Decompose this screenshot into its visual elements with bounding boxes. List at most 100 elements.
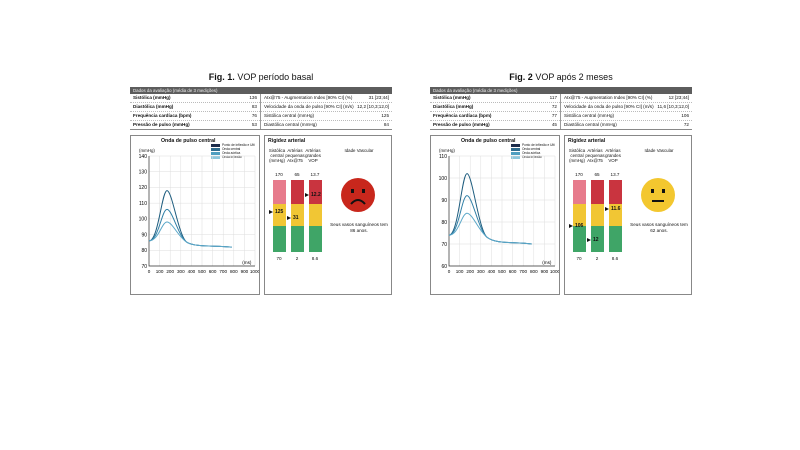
y-tick-label: 120 bbox=[139, 185, 148, 191]
neutral-face-icon bbox=[641, 178, 675, 212]
x-tick-label: 200 bbox=[466, 269, 474, 274]
stiffness-bar bbox=[273, 180, 286, 252]
table-row: Diastólica (mmHg) 72 bbox=[430, 103, 560, 112]
wave-title: Onda de pulso central bbox=[161, 138, 216, 144]
x-tick-label: 1000 bbox=[550, 269, 559, 274]
column-heading: Artérias pequenas AIx@75 bbox=[285, 148, 305, 164]
x-tick-label: 0 bbox=[148, 269, 151, 274]
bar-bottom-value: 70 bbox=[576, 256, 582, 261]
table-row: Sistólica (mmHg) 136 bbox=[130, 94, 260, 103]
stiffness-bar bbox=[591, 180, 604, 252]
x-unit: (ms) bbox=[542, 260, 552, 265]
bar-marker-value: 106 bbox=[575, 222, 584, 229]
legend-item: Onda inflexão bbox=[211, 155, 255, 159]
stiffness-bar bbox=[291, 180, 304, 252]
x-tick-label: 0 bbox=[448, 269, 451, 274]
x-tick-label: 900 bbox=[241, 269, 249, 274]
table-row: Diastólica central (mmHg) 72 bbox=[564, 122, 689, 127]
bar-bottom-value: 8.6 bbox=[311, 256, 319, 261]
table-row: Velocidade da onda de pulso [90% CI] (m/… bbox=[261, 103, 392, 112]
bar-top-value: 170 bbox=[575, 172, 583, 177]
x-tick-label: 800 bbox=[530, 269, 538, 274]
bar-bottom-value: 2 bbox=[295, 256, 299, 261]
figure-2: Fig. 2 VOP após 2 meses Dados da avaliaçã… bbox=[430, 70, 692, 295]
x-tick-label: 900 bbox=[541, 269, 549, 274]
bar-marker-arrow bbox=[605, 207, 609, 212]
legend-item: Onda central bbox=[511, 147, 555, 151]
table-row: Pressão de pulso (mmHg) 45 bbox=[433, 122, 557, 127]
x-unit: (ms) bbox=[242, 260, 252, 265]
bar-bottom-value: 70 bbox=[276, 256, 282, 261]
vascular-age-heading: Idade Vascular bbox=[344, 148, 374, 153]
x-tick-label: 500 bbox=[498, 269, 506, 274]
legend-item: Onda inflexão bbox=[511, 155, 555, 159]
values-table: Sistólica (mmHg) 117 Diastólica (mmHg) 72 Fr… bbox=[430, 94, 692, 130]
column-heading: Artérias grandes VOP bbox=[305, 148, 321, 164]
legend-item: Onda central bbox=[211, 147, 255, 151]
figure-1: Fig. 1. VOP período basal Dados da avalia… bbox=[130, 70, 392, 295]
table-row: Diastólica central (mmHg) 84 bbox=[264, 122, 389, 127]
x-tick-label: 700 bbox=[519, 269, 527, 274]
x-tick-label: 300 bbox=[177, 269, 185, 274]
x-tick-label: 300 bbox=[477, 269, 485, 274]
column-heading: Sistólica central (mmHg) bbox=[268, 148, 286, 164]
table-row: AIx@75 - Augmentation Index [90% CI] (%)… bbox=[561, 94, 692, 103]
table-row: Sistólica (mmHg) 117 bbox=[430, 94, 560, 103]
sad-face-icon bbox=[341, 178, 375, 212]
column-heading: Sistólica central (mmHg) bbox=[568, 148, 586, 164]
table-row: Velocidade da onda de pulso [90% CI] (m/… bbox=[561, 103, 692, 112]
y-tick-label: 80 bbox=[141, 248, 147, 254]
table-row: Sistólica central (mmHg) 125 bbox=[261, 112, 392, 121]
x-tick-label: 1000 bbox=[250, 269, 259, 274]
x-tick-label: 600 bbox=[509, 269, 517, 274]
figure-caption: Fig. 1. VOP período basal bbox=[208, 72, 314, 82]
x-tick-label: 400 bbox=[188, 269, 196, 274]
y-tick-label: 110 bbox=[439, 154, 447, 160]
bar-top-value: 170 bbox=[275, 172, 283, 177]
bar-marker-value: 12.2 bbox=[311, 191, 321, 198]
wave-unit: (mmHg) bbox=[439, 148, 455, 153]
y-tick-label: 70 bbox=[141, 264, 147, 270]
y-tick-label: 80 bbox=[441, 220, 447, 226]
arterial-stiffness-panel: Rigidez arterial Sistólica central (mmHg)… bbox=[564, 135, 692, 295]
column-heading: Artérias grandes VOP bbox=[605, 148, 621, 164]
arterial-stiffness-panel: Rigidez arterial Sistólica central (mmHg)… bbox=[264, 135, 392, 295]
x-tick-label: 600 bbox=[209, 269, 217, 274]
legend-item: Ponto de inflexão e Ulti bbox=[511, 143, 555, 147]
values-table: Sistólica (mmHg) 136 Diastólica (mmHg) 83 Fr… bbox=[130, 94, 392, 130]
y-tick-label: 100 bbox=[439, 176, 448, 182]
bar-marker-value: 125 bbox=[275, 208, 284, 215]
stiffness-title: Rigidez arterial bbox=[268, 138, 306, 144]
y-tick-label: 90 bbox=[441, 198, 447, 204]
stiffness-title: Rigidez arterial bbox=[568, 138, 606, 144]
wave-legend: Ponto de inflexão e Ulti Onda central Onda… bbox=[511, 143, 555, 159]
wave-unit: (mmHg) bbox=[139, 148, 155, 153]
bar-marker-arrow bbox=[569, 223, 573, 228]
bar-top-value: 13.7 bbox=[610, 172, 620, 177]
stiffness-bar bbox=[573, 180, 586, 252]
wave-title: Onda de pulso central bbox=[461, 138, 516, 144]
x-tick-label: 500 bbox=[198, 269, 206, 274]
stiffness-bar bbox=[309, 180, 322, 252]
legend-item: Onda aórtica bbox=[211, 151, 255, 155]
y-tick-label: 100 bbox=[139, 217, 148, 223]
bar-top-value: 13.7 bbox=[310, 172, 320, 177]
bar-marker-value: 11.6 bbox=[611, 206, 621, 213]
y-tick-label: 110 bbox=[139, 201, 147, 207]
bar-marker-arrow bbox=[305, 192, 309, 197]
table-row: Frequência cardíaca (bpm) 77 bbox=[430, 112, 560, 121]
x-tick-label: 100 bbox=[456, 269, 464, 274]
table-row: Frequência cardíaca (bpm) 76 bbox=[130, 112, 260, 121]
legend-item: Ponto de inflexão e Ulti bbox=[211, 143, 255, 147]
bar-marker-value: 12 bbox=[593, 236, 599, 243]
bar-bottom-value: 8.6 bbox=[611, 256, 619, 261]
figure-caption: Fig. 2 VOP após 2 meses bbox=[509, 72, 613, 82]
table-row: Pressão de pulso (mmHg) 53 bbox=[133, 122, 257, 127]
vascular-age-text: Seus vasos sanguíneos tem 86 anos. bbox=[330, 222, 388, 233]
bar-bottom-value: 2 bbox=[595, 256, 599, 261]
column-heading: Artérias pequenas AIx@75 bbox=[585, 148, 605, 164]
y-tick-label: 90 bbox=[141, 232, 147, 238]
bar-marker-arrow bbox=[269, 209, 273, 214]
pulse-wave-line bbox=[148, 221, 232, 248]
